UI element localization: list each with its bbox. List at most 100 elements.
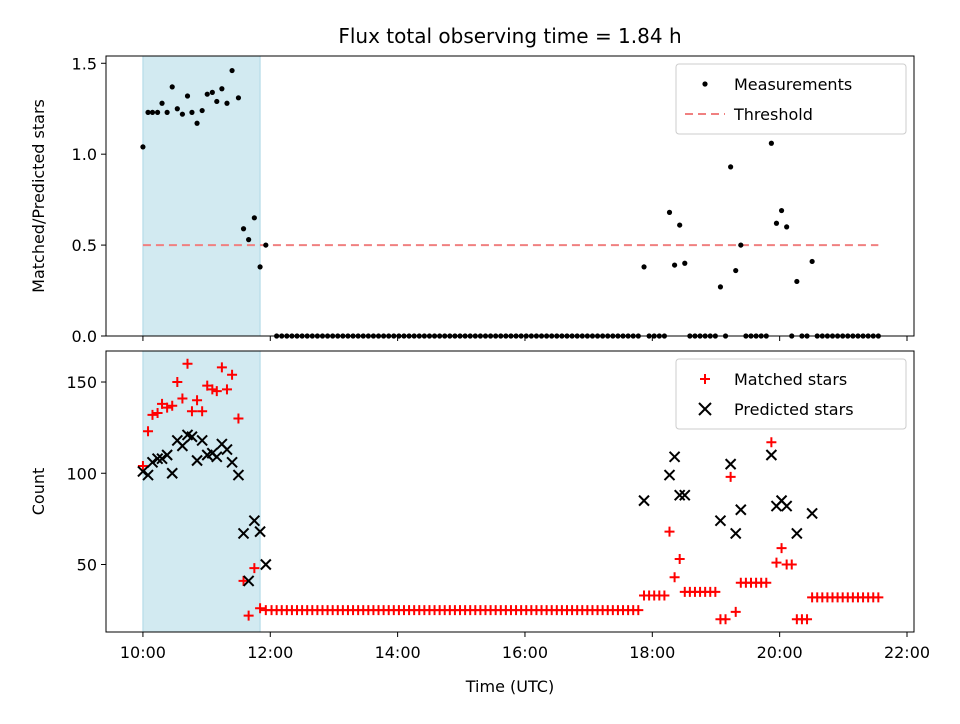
matched-star-point bbox=[182, 358, 193, 369]
predicted-star-point bbox=[679, 489, 691, 501]
matched-star-point bbox=[192, 395, 203, 406]
legend-marker-plus bbox=[700, 374, 710, 384]
matched-star-point bbox=[172, 377, 183, 388]
matched-star-point bbox=[255, 603, 266, 614]
predicted-star-point bbox=[137, 465, 149, 478]
predicted-star-point bbox=[196, 434, 208, 447]
chart-title: Flux total observing time = 1.84 h bbox=[338, 24, 681, 48]
matched-star-point bbox=[633, 605, 644, 616]
measurement-point bbox=[229, 67, 235, 74]
top-legend: Measurements Threshold bbox=[675, 63, 907, 135]
measurement-point bbox=[140, 144, 146, 150]
measurement-point bbox=[214, 98, 220, 105]
measurement-point bbox=[199, 107, 205, 114]
predicted-star-point bbox=[221, 443, 233, 456]
measurement-point bbox=[204, 91, 210, 97]
predicted-star-point bbox=[730, 527, 742, 540]
measurement-point bbox=[149, 109, 156, 115]
predicted-star-point bbox=[226, 456, 238, 469]
measurement-point bbox=[235, 95, 242, 101]
predicted-star-point bbox=[166, 467, 178, 479]
matched-star-point bbox=[659, 590, 670, 601]
matched-star-point bbox=[766, 437, 777, 448]
bottom-series-predicted-stars bbox=[137, 429, 818, 587]
measurement-point bbox=[671, 262, 678, 268]
measurement-point bbox=[184, 93, 191, 99]
measurement-point bbox=[219, 86, 225, 92]
measurement-point bbox=[682, 260, 688, 266]
x-tick-label: 16:00 bbox=[502, 643, 548, 662]
matched-star-point bbox=[221, 384, 232, 395]
matched-star-point bbox=[674, 554, 685, 565]
predicted-star-point bbox=[260, 558, 272, 571]
bottom-y-axis-label: Count bbox=[29, 468, 48, 516]
bottom-highlight-span bbox=[142, 350, 261, 633]
legend-marker-dot bbox=[702, 81, 708, 87]
legend-entry-label: Threshold bbox=[733, 105, 813, 124]
measurement-point bbox=[263, 242, 269, 248]
predicted-star-point bbox=[254, 525, 266, 538]
measurement-point bbox=[240, 226, 247, 232]
predicted-star-point bbox=[191, 454, 203, 467]
x-tick-label: 22:00 bbox=[884, 643, 930, 662]
measurement-point bbox=[717, 284, 724, 290]
top-y-tick-label: 1.0 bbox=[72, 145, 97, 164]
measurement-point bbox=[778, 207, 785, 214]
top-panel: 0.0 0.5 1.0 1.5 Matched/Predicted stars Measu… bbox=[29, 54, 915, 346]
x-tick-label: 12:00 bbox=[247, 643, 293, 662]
matched-star-point bbox=[249, 563, 260, 574]
bottom-panel: 50 100 150 10:00 12:00 14:00 16:00 18:00 20:00 22… bbox=[29, 350, 930, 662]
matched-star-point bbox=[216, 362, 227, 373]
measurement-point bbox=[145, 109, 151, 115]
predicted-star-point bbox=[714, 514, 727, 527]
matched-star-point bbox=[233, 413, 244, 424]
top-axes-frame bbox=[105, 55, 915, 337]
predicted-star-point bbox=[248, 514, 261, 527]
measurement-point bbox=[733, 267, 739, 274]
predicted-star-point bbox=[211, 451, 223, 463]
measurement-point bbox=[154, 109, 161, 115]
measurement-point bbox=[246, 237, 252, 243]
top-highlight-span bbox=[142, 55, 261, 337]
predicted-star-point bbox=[673, 489, 686, 501]
legend-entry-label: Predicted stars bbox=[734, 400, 854, 419]
matched-star-point bbox=[802, 614, 813, 625]
bottom-legend: Matched stars Predicted stars bbox=[675, 358, 907, 430]
matched-star-point bbox=[669, 572, 680, 583]
predicted-star-point bbox=[791, 527, 803, 540]
predicted-star-point bbox=[146, 456, 159, 469]
measurement-point bbox=[159, 100, 165, 106]
matched-star-point bbox=[152, 408, 163, 419]
predicted-star-point bbox=[724, 458, 737, 470]
measurement-point bbox=[164, 109, 170, 115]
measurement-point bbox=[809, 258, 815, 265]
measurement-point bbox=[773, 220, 780, 226]
x-tick-label: 10:00 bbox=[120, 643, 166, 662]
matched-star-point bbox=[167, 400, 178, 411]
measurement-point bbox=[784, 224, 790, 230]
predicted-star-point bbox=[176, 440, 189, 452]
x-tick-label: 18:00 bbox=[629, 643, 675, 662]
matched-star-point bbox=[730, 606, 741, 617]
predicted-star-point bbox=[663, 469, 676, 481]
measurement-point bbox=[189, 109, 195, 115]
matched-star-point bbox=[243, 610, 254, 621]
measurement-point bbox=[641, 264, 647, 270]
predicted-star-point bbox=[156, 452, 168, 465]
bottom-y-tick-label: 50 bbox=[77, 555, 97, 574]
matched-star-point bbox=[177, 393, 188, 404]
top-y-tick-label: 1.5 bbox=[72, 54, 97, 73]
predicted-star-point bbox=[806, 507, 818, 520]
bottom-y-tick-label: 100 bbox=[66, 464, 97, 483]
predicted-star-point bbox=[735, 504, 747, 516]
measurement-point bbox=[666, 209, 673, 215]
matched-star-point bbox=[137, 460, 148, 471]
top-y-axis-label: Matched/Predicted stars bbox=[29, 99, 48, 293]
matched-star-point bbox=[143, 426, 154, 437]
matched-star-point bbox=[720, 614, 731, 625]
matched-star-point bbox=[186, 406, 197, 417]
matched-star-point bbox=[664, 526, 675, 537]
legend-box bbox=[675, 63, 907, 135]
predicted-star-point bbox=[668, 451, 681, 463]
